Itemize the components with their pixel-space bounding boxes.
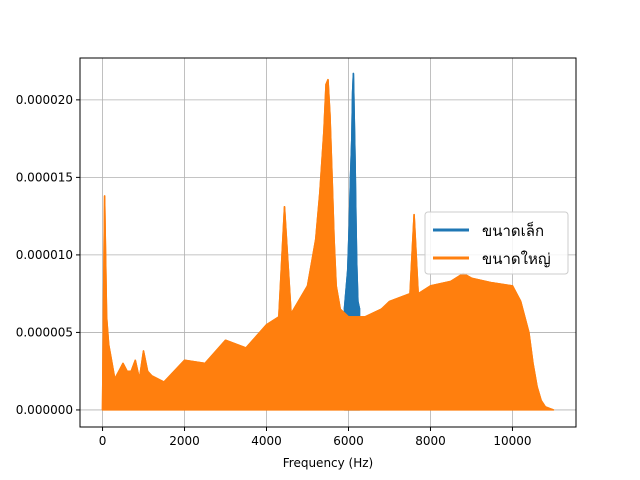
x-tick-label: 6000 [333, 434, 364, 448]
y-tick-label: 0.000005 [16, 325, 73, 339]
x-tick-label: 4000 [251, 434, 282, 448]
x-tick-label: 2000 [169, 434, 200, 448]
series-layer [101, 72, 555, 411]
y-tick-label: 0.000010 [16, 248, 73, 262]
series-2-line [101, 78, 554, 411]
y-tick-label: 0.000015 [16, 170, 73, 184]
x-axis-label: Frequency (Hz) [283, 456, 374, 470]
plot-frame [79, 57, 577, 428]
y-axis: 0.000000 0.000005 0.000010 0.000015 0.000020 [16, 93, 80, 417]
legend: ขนาดเล็ก ขนาดใหญ่ [424, 211, 569, 275]
x-tick-label: 8000 [415, 434, 446, 448]
legend-label-large: ขนาดใหญ่ [482, 250, 551, 268]
y-tick-label: 0.000000 [16, 403, 73, 417]
y-tick-label: 0.000020 [16, 93, 73, 107]
legend-label-small: ขนาดเล็ก [482, 221, 544, 240]
x-tick-label: 0 [99, 434, 107, 448]
x-axis: 0 2000 4000 6000 8000 10000 [99, 427, 532, 448]
series-1-line [343, 72, 361, 310]
x-tick-label: 10000 [493, 434, 531, 448]
